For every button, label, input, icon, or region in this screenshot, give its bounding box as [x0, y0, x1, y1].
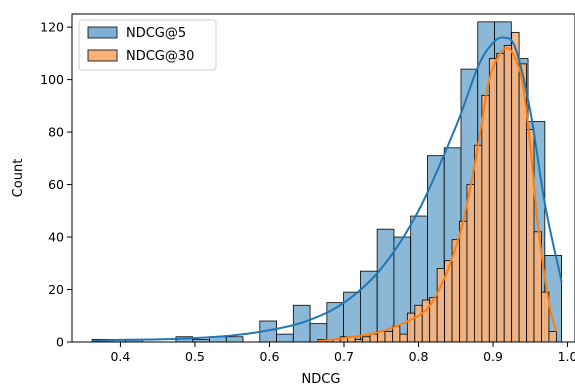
y-tick-label: 100: [40, 72, 64, 87]
plot-frame: [71, 13, 575, 343]
x-tick-label: 0.5: [185, 349, 205, 364]
x-tick-label: 0.8: [409, 349, 429, 364]
x-tick-label: 0.4: [110, 349, 130, 364]
y-tick-label: 40: [48, 230, 64, 245]
y-tick-label: 20: [48, 282, 64, 297]
ndcg30-bar: [399, 333, 408, 343]
legend: NDCG@5 NDCG@30: [78, 19, 217, 71]
y-tick-label: 0: [56, 335, 64, 350]
ndcg5-kde-line: [92, 36, 563, 342]
ndcg5-bar: [376, 228, 395, 343]
legend-label-ndcg5: NDCG@5: [126, 26, 186, 41]
legend-swatch-ndcg30: [87, 49, 118, 62]
y-tick-label: 80: [48, 125, 64, 140]
ndcg30-bar: [481, 94, 490, 343]
ndcg30-bar: [466, 184, 475, 343]
y-axis-ticks: 0 20 40 60 80 100 120: [40, 20, 72, 350]
ndcg5-bar: [276, 333, 294, 343]
x-tick-label: 1.0: [558, 349, 575, 364]
ndcg5-bar: [225, 336, 244, 343]
x-axis-label: NDCG: [302, 372, 341, 387]
legend-label-ndcg30: NDCG@30: [126, 49, 194, 64]
ndcg5-bar: [343, 291, 361, 343]
x-tick-label: 0.9: [483, 349, 503, 364]
legend-swatch-ndcg5: [87, 26, 118, 39]
ndcg30-bar: [503, 45, 513, 343]
ndcg30-bar: [526, 129, 535, 343]
ndcg30-bar: [488, 58, 498, 343]
x-tick-label: 0.7: [334, 349, 354, 364]
ndcg30-bar: [496, 52, 505, 343]
ndcg30-bar: [511, 31, 520, 343]
x-tick-label: 0.6: [260, 349, 280, 364]
ndcg30-bar: [459, 220, 468, 343]
ndcg30-bar: [392, 325, 401, 343]
y-tick-label: 120: [40, 20, 64, 35]
ndcg30-bar: [369, 333, 378, 343]
ndcg30-bar: [473, 144, 483, 343]
ndcg30-bar: [414, 304, 423, 343]
ndcg30-bars: [317, 31, 557, 343]
y-tick-label: 60: [48, 177, 64, 192]
ndcg30-bar: [384, 331, 393, 343]
ndcg30-bar: [362, 336, 371, 343]
y-axis-label: Count: [11, 159, 26, 198]
ndcg30-kde-line: [317, 46, 558, 343]
ndcg30-bar: [548, 331, 557, 343]
x-axis-ticks: 0.4 0.5 0.6 0.7 0.8 0.9 1.0: [110, 342, 575, 364]
